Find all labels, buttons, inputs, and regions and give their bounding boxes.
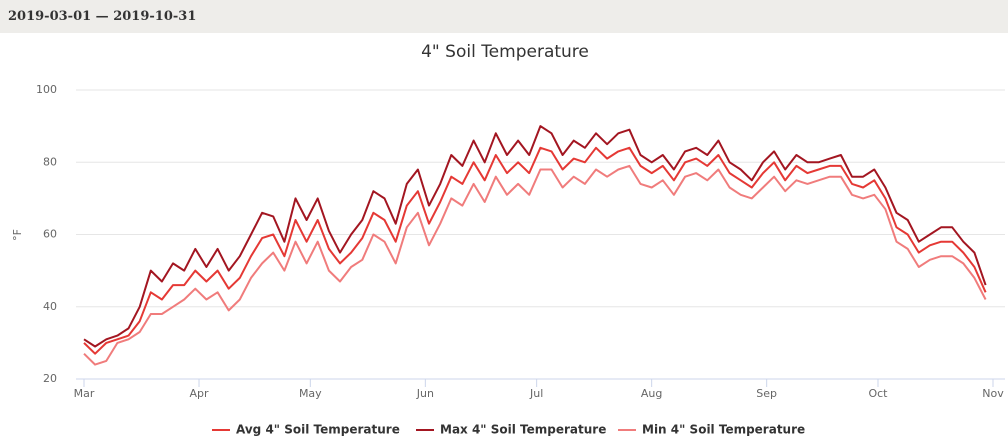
date-range-header: 2019-03-01 — 2019-10-31 bbox=[0, 0, 1008, 33]
y-tick-label: 100 bbox=[36, 83, 57, 96]
legend-label[interactable]: Avg 4" Soil Temperature bbox=[236, 423, 400, 437]
x-tick-label: May bbox=[299, 387, 322, 400]
x-tick-label: Sep bbox=[756, 387, 777, 400]
x-tick-label: Mar bbox=[74, 387, 95, 400]
chart-title: 4" Soil Temperature bbox=[421, 42, 589, 62]
x-tick-label: Apr bbox=[190, 387, 210, 400]
x-tick-label: Oct bbox=[868, 387, 888, 400]
series-line bbox=[83, 164, 987, 366]
x-tick-label: Aug bbox=[641, 387, 662, 400]
legend-label[interactable]: Min 4" Soil Temperature bbox=[642, 423, 805, 437]
x-tick-label: Jul bbox=[529, 387, 543, 400]
y-tick-label: 80 bbox=[43, 155, 57, 168]
y-tick-label: 40 bbox=[43, 300, 57, 313]
series-line bbox=[83, 146, 987, 355]
series-line bbox=[83, 125, 987, 348]
legend-label[interactable]: Max 4" Soil Temperature bbox=[440, 423, 606, 437]
x-tick-label: Jun bbox=[416, 387, 434, 400]
y-axis-label: °F bbox=[11, 229, 24, 241]
y-tick-label: 20 bbox=[43, 372, 57, 385]
chart: 4" Soil Temperature °F 20 40 60 80 100 Mar Apr… bbox=[11, 42, 1005, 437]
x-tick-label: Nov bbox=[982, 387, 1004, 400]
y-tick-label: 60 bbox=[43, 228, 57, 241]
